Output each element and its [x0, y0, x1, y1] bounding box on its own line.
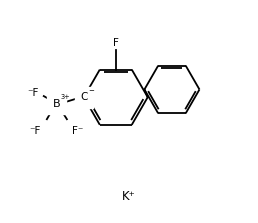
Text: C: C	[80, 92, 87, 102]
Text: B: B	[53, 99, 60, 109]
Text: F⁻: F⁻	[72, 126, 84, 136]
Text: ⁻F: ⁻F	[29, 126, 41, 136]
Text: K⁺: K⁺	[122, 190, 136, 203]
Text: 3+: 3+	[60, 94, 70, 100]
Text: −: −	[88, 88, 94, 94]
Text: F: F	[113, 38, 119, 48]
Text: ⁻F: ⁻F	[27, 88, 39, 98]
